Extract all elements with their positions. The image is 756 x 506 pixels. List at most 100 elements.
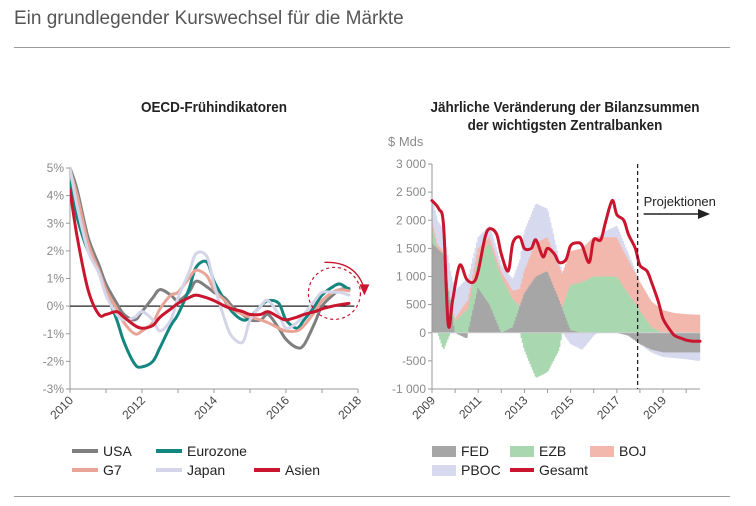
right-chart-title-line1: Jährliche Veränderung der Bilanzsummen [431,99,700,116]
bar-boj [495,255,497,261]
bar-pboc [619,234,622,245]
bar-pboc [552,233,555,251]
bar-boj [500,270,502,276]
bar-ezb [432,232,435,245]
series-line-usa [70,166,351,350]
bar-ezb [465,310,468,333]
bar-fed [528,286,530,333]
bar-ezb [478,257,481,290]
bar-fed [689,332,692,353]
bar-boj [576,249,579,284]
bar-fed [476,293,478,333]
bar-pboc [693,352,696,361]
bar-ezb [585,280,588,333]
bar-boj [656,306,659,330]
bar-pboc [474,247,477,262]
bar-ezb [524,332,527,352]
bar-fed [576,331,579,333]
bar-pboc [469,268,472,288]
bar-boj [603,237,605,277]
bar-fed [544,271,547,333]
bar-ezb [445,332,448,343]
left-y-tick-label: -2% [43,354,65,368]
bar-pboc [468,273,471,294]
bar-fed [629,332,632,338]
bar-pboc [680,352,683,359]
bar-fed [514,320,516,333]
bar-ezb [439,332,441,340]
bar-fed [488,304,491,333]
bar-boj [533,247,535,280]
right-y-tick-label: 2 000 [396,213,426,227]
bar-pboc [624,247,627,255]
bar-boj [471,280,473,291]
bar-boj [629,264,632,297]
bar-ezb [506,288,509,330]
bar-ezb [599,276,602,333]
bar-fed [627,332,629,336]
bar-pboc [463,281,466,306]
bar-boj [605,237,608,277]
bar-fed [483,297,486,333]
bar-ezb [504,283,506,331]
bar-fed [634,332,637,341]
bar-ezb [500,275,502,333]
bar-fed [624,332,627,335]
bar-fed [678,332,680,353]
right-y-tick-label: -1 000 [392,382,426,396]
bar-ezb [558,332,561,348]
bar-ezb [540,332,543,375]
bar-pboc [471,263,473,281]
bar-pboc [573,332,576,347]
bar-ezb [528,332,530,361]
annotation-arrow-head [359,284,370,296]
bar-ezb [615,276,618,333]
bar-ezb [653,328,656,333]
bar-pboc [665,352,668,358]
bar-fed [545,271,548,333]
bar-pboc [629,259,632,265]
bottom-rule [14,496,730,497]
bar-pboc [547,211,549,239]
bar-pboc [659,351,661,356]
bar-pboc [617,228,619,240]
bar-fed [440,251,443,333]
bar-pboc [539,205,542,241]
bar-boj [595,237,598,277]
bar-fed [525,290,528,333]
bar-pboc [488,226,491,238]
bar-fed [434,245,436,333]
bar-pboc [676,352,679,359]
bar-fed [685,332,688,353]
bar-ezb [613,276,616,333]
bar-fed [675,332,678,353]
bar-boj [579,248,581,283]
bar-boj [626,256,628,292]
bar-boj [609,237,612,277]
bar-fed [563,313,566,333]
bar-ezb [651,327,654,333]
bar-pboc [434,210,436,233]
bar-fed [674,332,677,353]
bar-pboc [615,225,618,238]
bar-boj [667,311,670,333]
bar-boj [632,269,635,301]
bar-ezb [483,250,486,297]
bar-boj [683,314,685,333]
bar-ezb [444,332,447,346]
bar-ezb [493,257,496,317]
left-x-tick-label: 2012 [119,393,148,422]
bar-fed [492,313,495,333]
bar-fed [558,300,561,333]
bar-fed [669,332,671,353]
right-bars [431,199,701,378]
bar-boj [673,312,675,333]
bar-pboc [457,287,459,315]
bar-boj [608,237,610,277]
bar-ezb [542,332,544,375]
bar-fed [478,289,481,333]
bar-ezb [454,321,457,333]
left-y-tick-label: 4% [47,189,65,203]
bar-pboc [487,227,490,239]
